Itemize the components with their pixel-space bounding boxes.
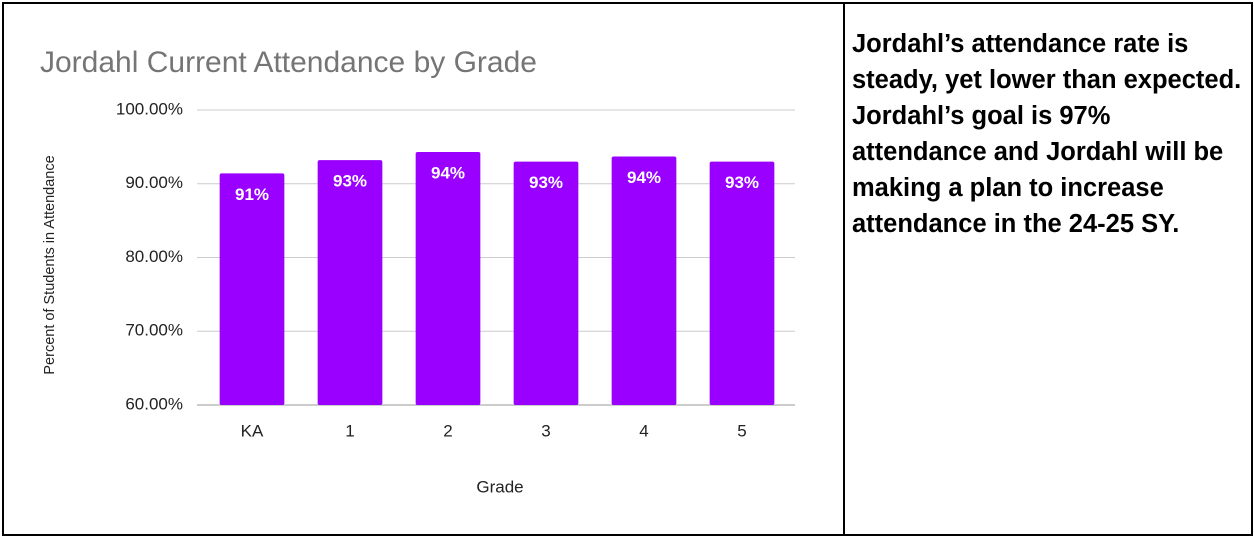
bar: [513, 161, 579, 405]
bar: [611, 156, 677, 405]
x-tick-label: 3: [541, 421, 550, 440]
note: Jordahl’s attendance rate is steady, yet…: [852, 30, 1242, 94]
x-tick-label: 1: [345, 421, 354, 440]
value-label: 91%: [235, 185, 269, 204]
y-tick-label: 70.00%: [125, 321, 183, 340]
y-tick-label: 80.00%: [125, 247, 183, 266]
value-label: 93%: [725, 173, 759, 192]
chart-title: Jordahl Current Attendance by Grade: [40, 46, 537, 79]
x-tick-label: KA: [241, 421, 264, 440]
y-axis-label: Percent of Students in Attendance: [42, 155, 58, 374]
y-tick-label: 100.00%: [116, 99, 183, 118]
x-tick-label: 5: [737, 421, 746, 440]
bar: [709, 161, 775, 405]
note: Jordahl’s goal is 97% attendance and Jor…: [852, 102, 1224, 238]
chart: Jordahl Current Attendance by Grade Grad…: [40, 46, 795, 496]
value-label: 93%: [529, 173, 563, 192]
x-axis-label: Grade: [476, 477, 523, 496]
x-tick-label: 2: [443, 421, 452, 440]
bar: [317, 160, 383, 405]
cell-divider: [843, 2, 845, 536]
value-label: 94%: [431, 164, 465, 183]
bar: [219, 173, 285, 405]
y-tick-label: 60.00%: [125, 394, 183, 413]
value-label: 93%: [333, 172, 367, 191]
notes: Jordahl’s attendance rate is steady, yet…: [852, 26, 1244, 242]
y-tick-label: 90.00%: [125, 173, 183, 192]
value-label: 94%: [627, 168, 661, 187]
bar: [415, 152, 481, 405]
x-tick-label: 4: [639, 421, 648, 440]
